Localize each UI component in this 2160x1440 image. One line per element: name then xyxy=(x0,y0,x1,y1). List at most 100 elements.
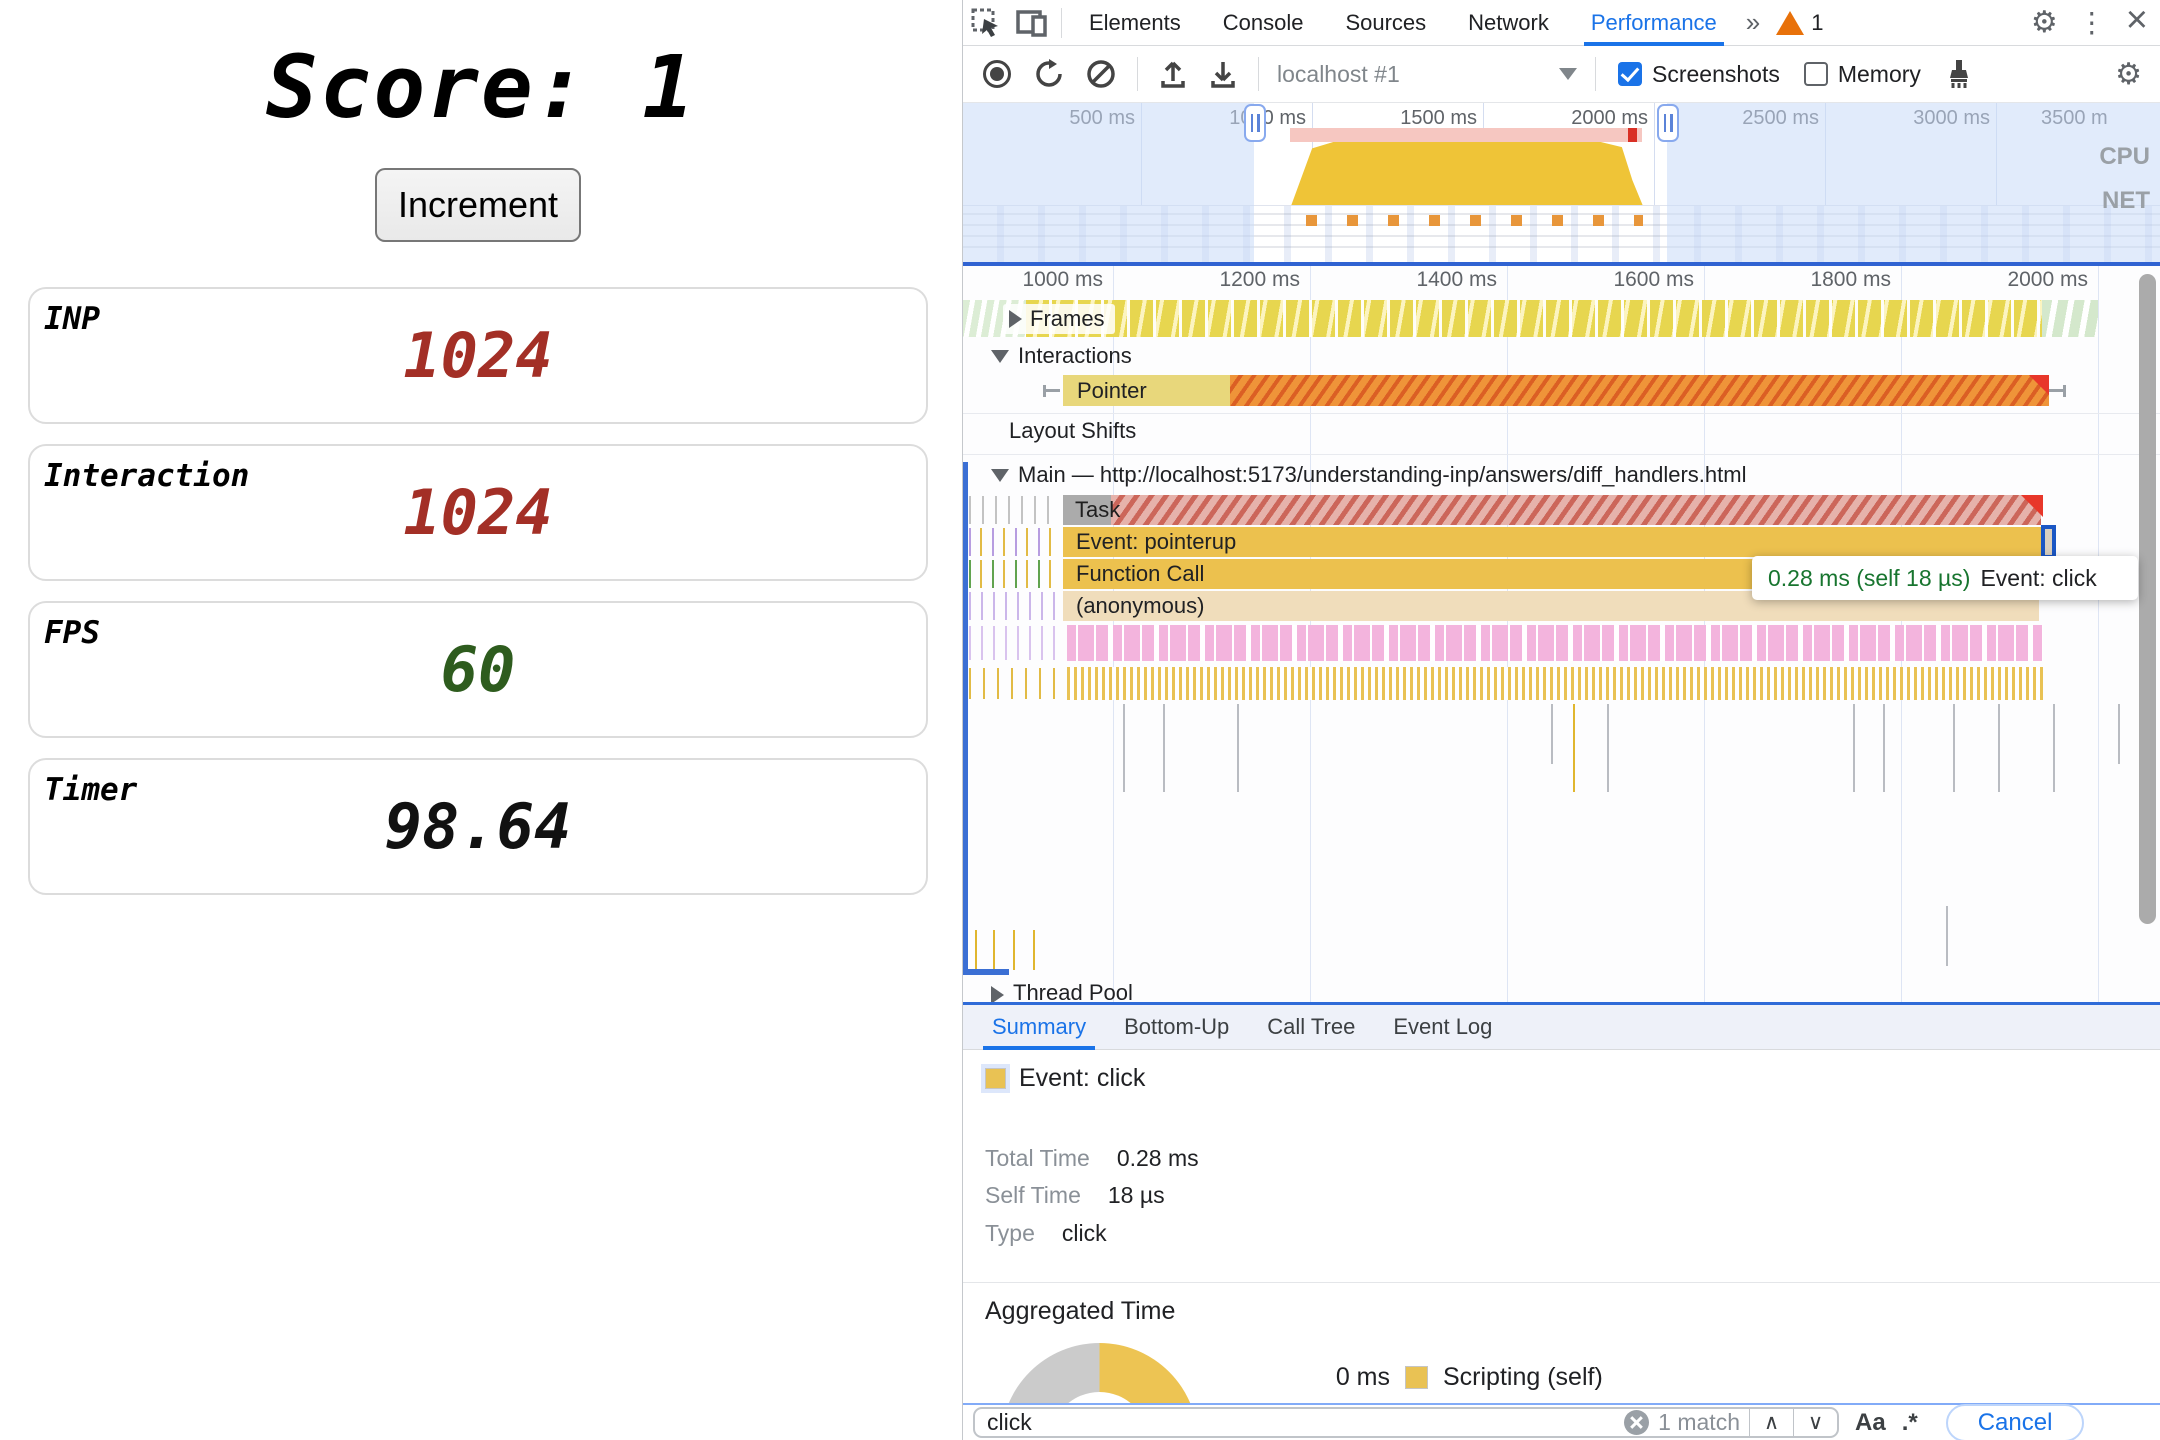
overview-dim-left xyxy=(963,103,1254,262)
match-count: 1 match xyxy=(1658,1409,1740,1435)
flame-row-event[interactable]: Event: pointerup xyxy=(963,525,2160,559)
regex-button[interactable]: .* xyxy=(1901,1408,1918,1436)
tab-bottom-up[interactable]: Bottom-Up xyxy=(1124,1014,1230,1039)
issues-badge[interactable]: 1 xyxy=(1768,10,1831,36)
tab-summary[interactable]: Summary xyxy=(973,1005,1105,1050)
gridline xyxy=(1654,103,1655,262)
activity-tick xyxy=(1998,704,2000,792)
expander-collapsed-icon[interactable] xyxy=(1009,310,1022,328)
settings-icon[interactable]: ⚙ xyxy=(2030,6,2058,39)
flame-row-yellow[interactable] xyxy=(963,667,2160,700)
task-entry[interactable]: Task xyxy=(1063,495,1120,525)
summary-row-type: Type click xyxy=(985,1220,1107,1247)
increment-button[interactable]: Increment xyxy=(375,168,581,242)
next-match-button[interactable]: ∨ xyxy=(1793,1407,1837,1438)
score-heading: Score: 1 xyxy=(265,38,697,138)
reload-record-icon[interactable] xyxy=(1034,59,1064,89)
flame-chart[interactable]: 1000 ms 1200 ms 1400 ms 1600 ms 1800 ms … xyxy=(963,266,2160,1002)
frames-label: Frames xyxy=(1030,306,1105,331)
device-toolbar-icon[interactable] xyxy=(1009,3,1055,43)
search-input[interactable]: click 1 match ∧ ∨ xyxy=(973,1407,1839,1438)
checkbox-checked-icon[interactable] xyxy=(1618,62,1642,86)
mini-activity xyxy=(969,668,1059,699)
flame-chart-scrollbar[interactable] xyxy=(2139,274,2156,924)
interactions-track-header[interactable]: Interactions xyxy=(991,343,1132,369)
event-pointerup-entry[interactable]: Event: pointerup xyxy=(1063,527,2043,557)
selected-event-outline[interactable] xyxy=(2041,525,2056,559)
main-thread-label: Main — http://localhost:5173/understandi… xyxy=(1018,462,1747,487)
metric-value: 98.64 xyxy=(384,790,572,863)
clear-icon[interactable] xyxy=(1086,59,1116,89)
activity-tick xyxy=(1953,704,1955,792)
activity-tick xyxy=(1607,704,1609,792)
memory-toggle[interactable]: Memory xyxy=(1803,60,1921,88)
activity-tick xyxy=(2053,704,2055,792)
range-handle-right[interactable] xyxy=(1657,104,1679,142)
pointer-interaction-bar[interactable]: Pointer xyxy=(1063,375,2049,406)
long-interaction-cap-icon xyxy=(2029,375,2049,395)
tab-console[interactable]: Console xyxy=(1222,9,1304,35)
thread-pool-track-header[interactable]: Thread Pool xyxy=(991,980,1133,1002)
total-time-value: 0.28 ms xyxy=(1116,1145,1199,1171)
flame-row-task[interactable]: Task xyxy=(963,495,2160,525)
flame-row-pink[interactable] xyxy=(963,625,2160,661)
divider xyxy=(1595,57,1596,91)
history-selected-value: localhost #1 xyxy=(1277,60,1400,87)
clear-search-icon[interactable] xyxy=(1624,1410,1650,1435)
overview-tick: 2000 ms xyxy=(1571,107,1648,129)
type-label: Type xyxy=(985,1220,1035,1246)
search-query-text[interactable]: click xyxy=(987,1409,1032,1435)
download-profile-icon[interactable] xyxy=(1209,59,1237,89)
dropdown-arrow-icon xyxy=(1559,68,1577,80)
whisker-left xyxy=(1043,385,1060,397)
inspect-element-icon[interactable] xyxy=(963,3,1009,43)
timeline-overview[interactable]: 500 ms 1000 ms 1500 ms 2000 ms 2500 ms 3… xyxy=(963,103,2160,266)
legend-value: 0 ms xyxy=(1335,1363,1390,1391)
ruler-tick: 1600 ms xyxy=(1613,268,1694,291)
tab-sources[interactable]: Sources xyxy=(1345,9,1427,35)
history-select[interactable]: localhost #1 xyxy=(1277,61,1577,88)
whisker-right xyxy=(2052,385,2066,397)
layout-shifts-track-header[interactable]: Layout Shifts xyxy=(1009,418,1136,444)
mini-activity xyxy=(969,528,1059,556)
cpu-activity-chart xyxy=(1291,142,1643,206)
expander-expanded-icon[interactable] xyxy=(991,468,1009,482)
activity-tick xyxy=(993,930,995,970)
long-task-bar xyxy=(1290,128,1642,142)
activity-tick xyxy=(1013,930,1015,970)
tab-event-log[interactable]: Event Log xyxy=(1393,1014,1493,1039)
frames-track[interactable]: Frames xyxy=(963,300,2160,337)
previous-match-button[interactable]: ∧ xyxy=(1749,1407,1793,1438)
record-icon[interactable] xyxy=(983,60,1011,88)
tab-network[interactable]: Network xyxy=(1468,9,1549,35)
tab-performance[interactable]: Performance xyxy=(1570,0,1738,47)
warning-icon xyxy=(1776,10,1805,35)
tab-call-tree[interactable]: Call Tree xyxy=(1267,1014,1356,1039)
match-case-button[interactable]: Aa xyxy=(1855,1408,1886,1436)
long-task-stripes xyxy=(1111,495,2041,525)
screenshots-label: Screenshots xyxy=(1652,60,1780,87)
ruler-tick: 1400 ms xyxy=(1416,268,1497,291)
checkbox-unchecked-icon[interactable] xyxy=(1803,62,1828,86)
cancel-button[interactable]: Cancel xyxy=(1945,1403,2085,1440)
tab-elements[interactable]: Elements xyxy=(1089,9,1181,35)
upload-profile-icon[interactable] xyxy=(1159,59,1187,89)
collect-garbage-icon[interactable] xyxy=(1944,58,1974,90)
close-icon[interactable]: × xyxy=(2125,0,2148,41)
screenshots-toggle[interactable]: Screenshots xyxy=(1618,61,1780,88)
metric-label: INP xyxy=(44,301,100,337)
memory-label: Memory xyxy=(1837,60,1921,87)
mini-activity xyxy=(969,496,1059,524)
expander-expanded-icon[interactable] xyxy=(991,349,1009,363)
summary-event-name: Event: click xyxy=(1019,1064,1146,1092)
menu-icon[interactable]: ⋮ xyxy=(2077,7,2106,38)
frames-track-header[interactable]: Frames xyxy=(1003,304,1115,334)
range-handle-left[interactable] xyxy=(1244,104,1266,142)
long-task-cap-icon xyxy=(2021,495,2043,517)
main-thread-track-header[interactable]: Main — http://localhost:5173/understandi… xyxy=(991,462,1746,488)
expander-collapsed-icon[interactable] xyxy=(991,986,1004,1002)
activity-tick xyxy=(1033,930,1035,970)
capture-settings-icon[interactable]: ⚙ xyxy=(2115,57,2142,91)
activity-tick xyxy=(975,930,977,970)
more-tabs-icon[interactable]: » xyxy=(1745,7,1761,37)
